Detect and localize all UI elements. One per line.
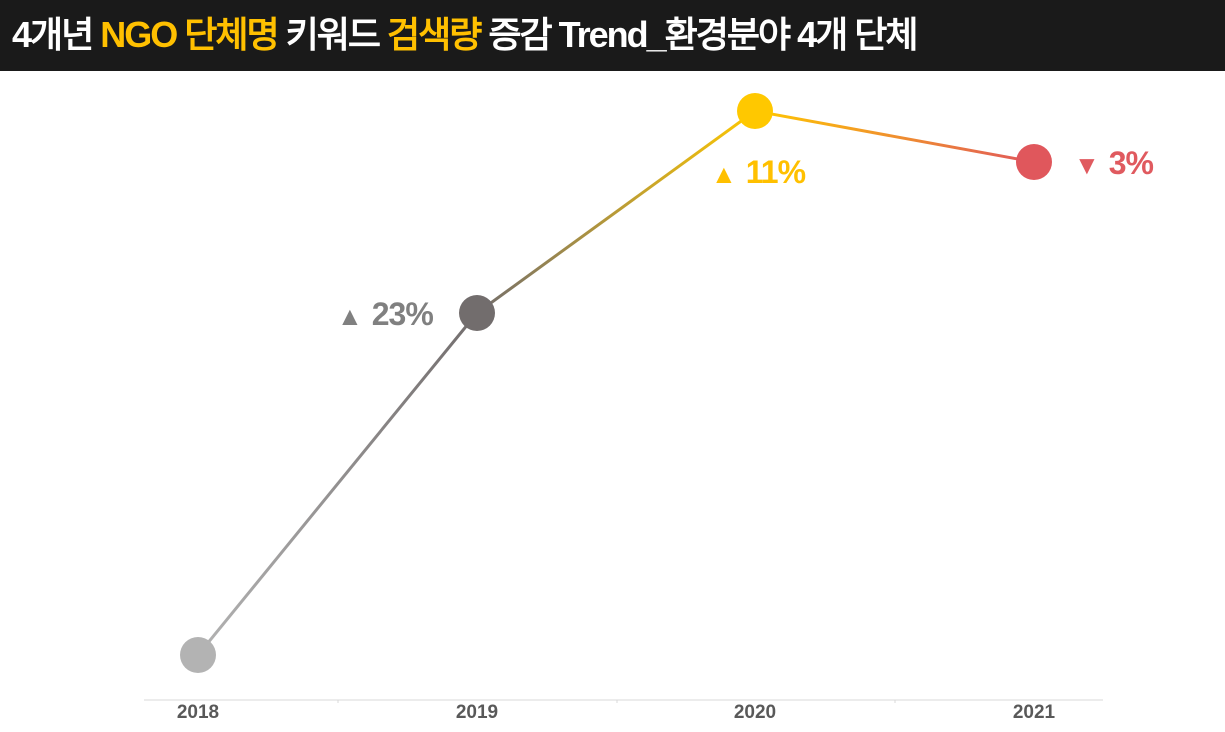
title-part: 증감 Trend_환경분야 4개 단체 <box>480 14 918 55</box>
title-part: 4개년 <box>12 14 101 55</box>
data-point-2020 <box>737 93 773 129</box>
x-axis <box>144 699 1103 703</box>
x-tick-label-2018: 2018 <box>176 702 220 723</box>
data-point-2019 <box>459 295 495 331</box>
title-bar: 4개년 NGO 단체명 키워드 검색량 증감 Trend_환경분야 4개 단체 <box>0 0 1225 71</box>
title-highlight-ngo: NGO 단체명 <box>100 14 279 55</box>
annotation-2021: ▼ 3% <box>1074 145 1154 183</box>
up-triangle-icon: ▲ <box>711 159 737 189</box>
annotation-value: 3% <box>1108 145 1154 181</box>
annotation-value: 23% <box>371 296 434 332</box>
x-tick-label-2020: 2020 <box>733 702 777 723</box>
up-triangle-icon: ▲ <box>337 301 363 331</box>
chart-title: 4개년 NGO 단체명 키워드 검색량 증감 Trend_환경분야 4개 단체 <box>12 10 919 60</box>
x-tick-label-2019: 2019 <box>455 702 499 723</box>
x-tick-label-2021: 2021 <box>1012 702 1056 723</box>
title-part: 키워드 <box>277 14 388 55</box>
trend-line <box>196 109 1035 656</box>
annotation-value: 11% <box>745 154 806 190</box>
data-point-2021 <box>1016 144 1052 180</box>
title-highlight-search-volume: 검색량 <box>387 14 482 55</box>
annotation-2020: ▲ 11% <box>711 154 806 192</box>
down-triangle-icon: ▼ <box>1074 150 1100 180</box>
annotation-2019: ▲ 23% <box>337 296 434 334</box>
data-point-2018 <box>180 637 216 673</box>
